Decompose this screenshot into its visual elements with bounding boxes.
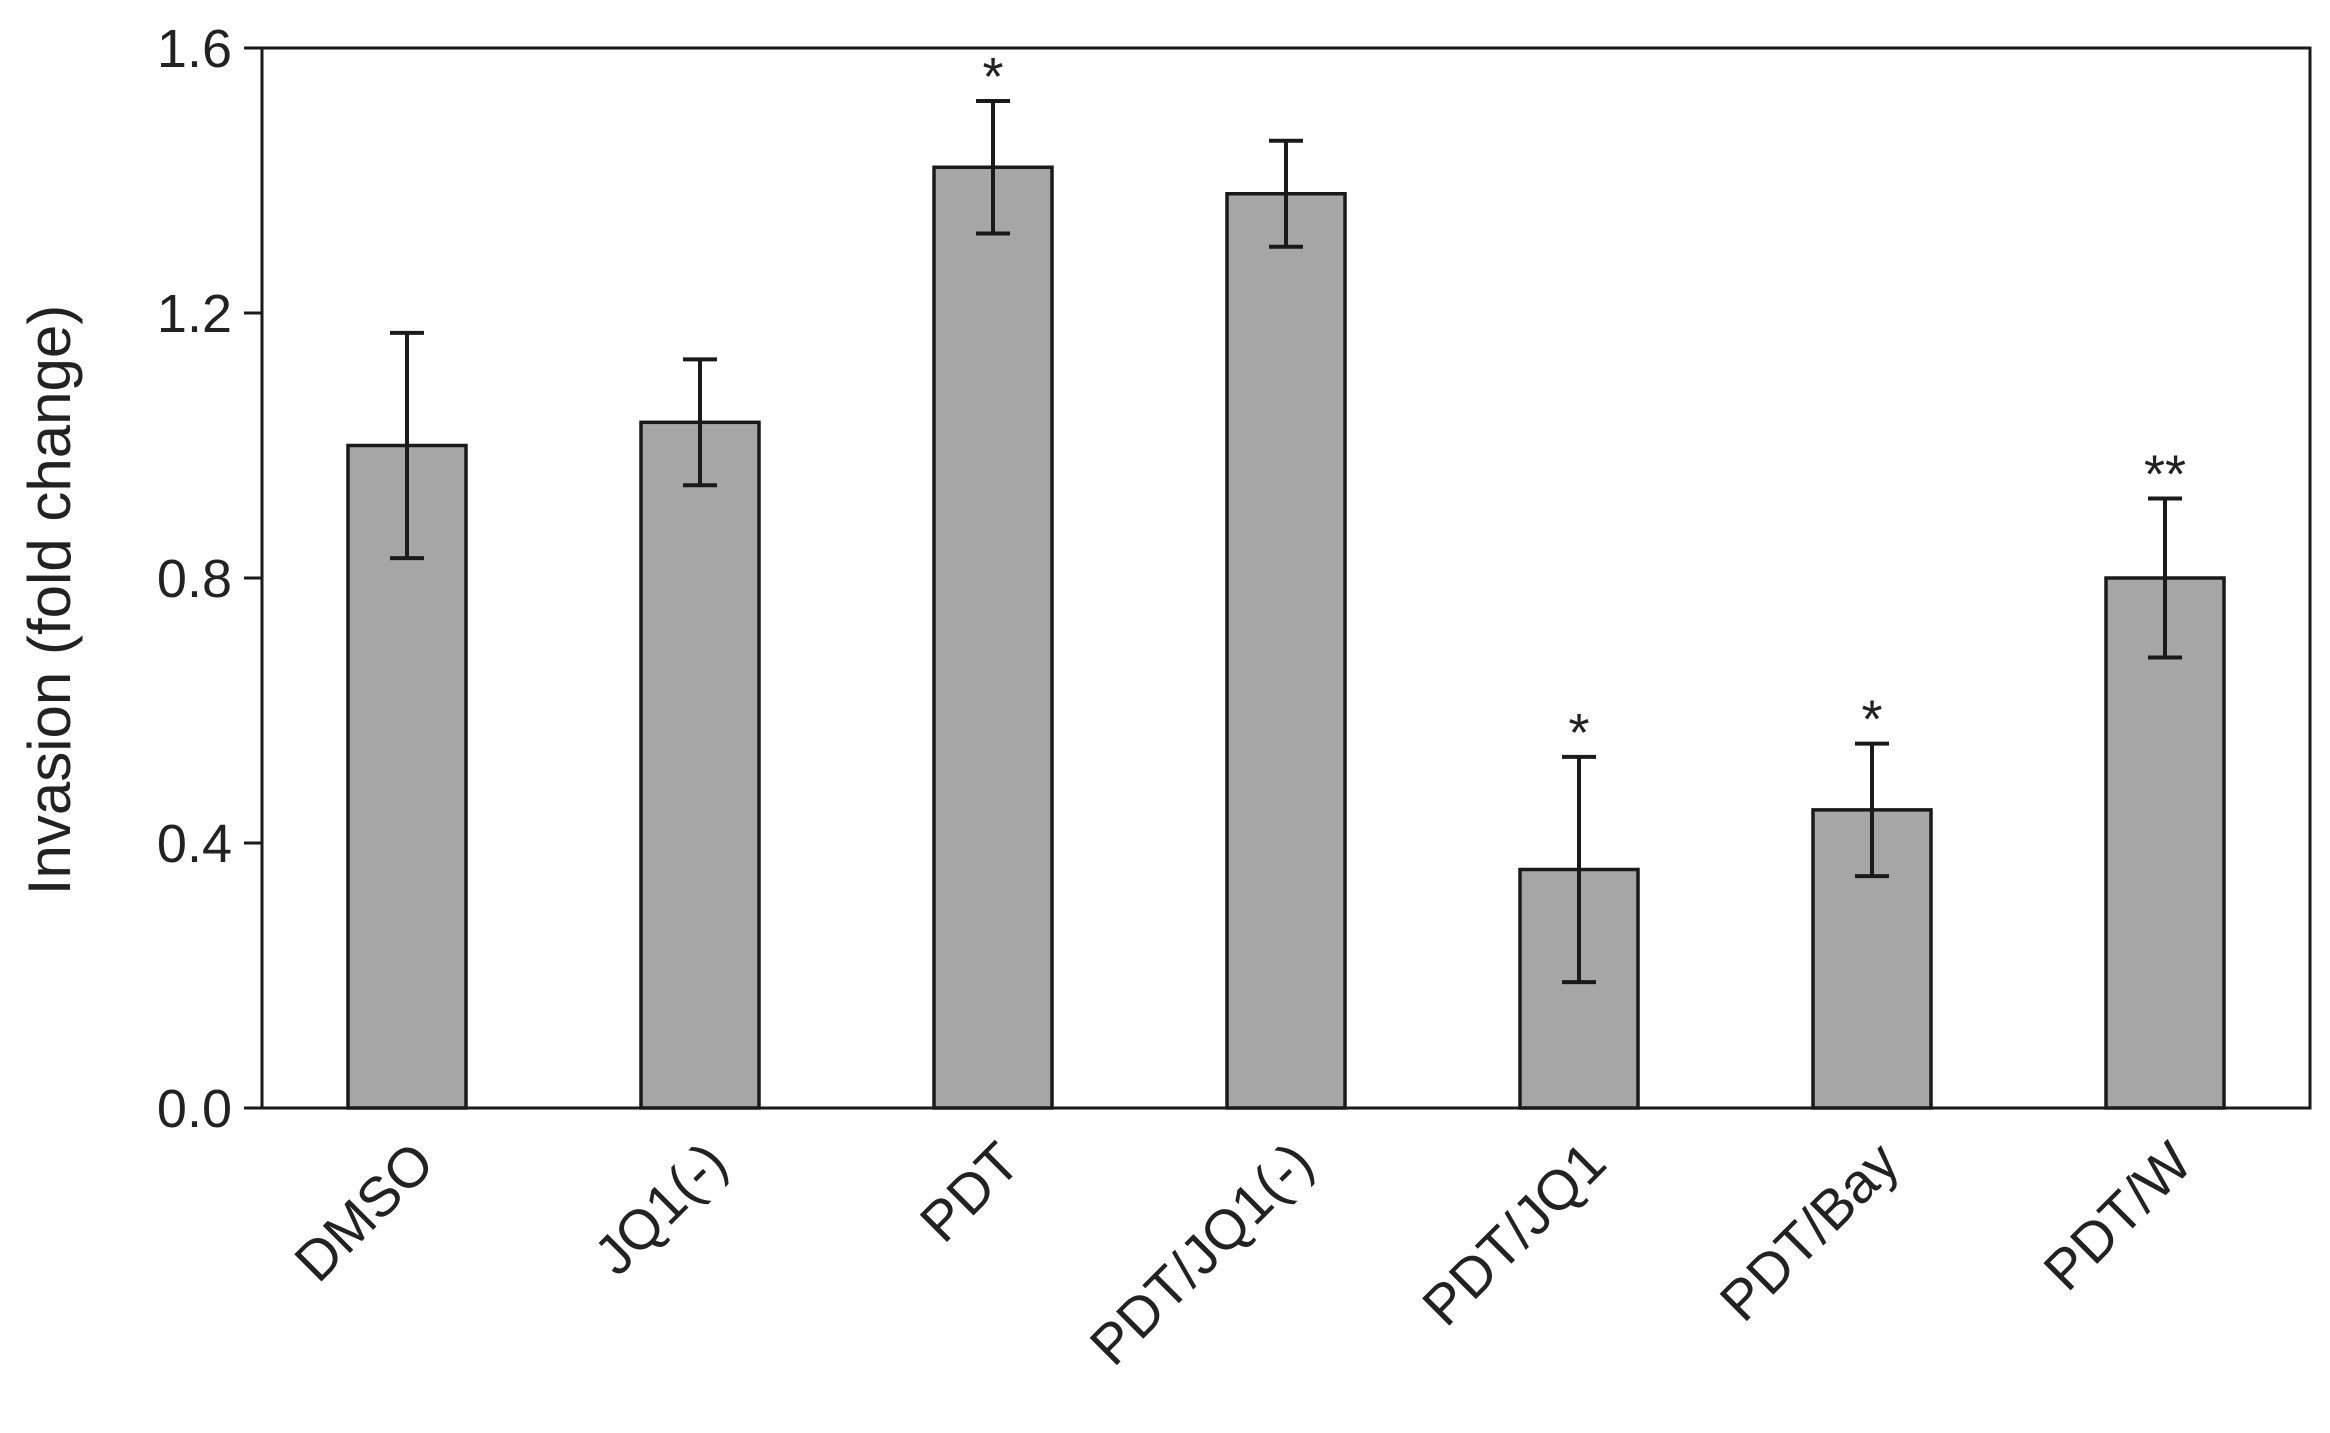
category-label-6: PDT/W xyxy=(2031,1130,2203,1302)
bar-2 xyxy=(932,165,1054,1110)
significance-label-4: * xyxy=(1568,703,1589,763)
significance-label-2: * xyxy=(982,47,1003,107)
category-label-5: PDT/Bay xyxy=(1708,1130,1911,1333)
y-axis-title: Invasion (fold change) xyxy=(16,305,83,895)
bar-3 xyxy=(1225,192,1347,1110)
significance-label-6: ** xyxy=(2144,445,2186,505)
y-tick-label-3: 1.2 xyxy=(157,284,232,344)
category-label-3: PDT/JQ1(-) xyxy=(1078,1130,1325,1377)
category-label-1: JQ1(-) xyxy=(582,1130,739,1287)
y-tick-label-1: 0.4 xyxy=(157,814,232,874)
category-label-4: PDT/JQ1 xyxy=(1410,1130,1617,1337)
bar-1 xyxy=(639,420,761,1110)
category-label-2: PDT xyxy=(908,1130,1032,1254)
plot-area: 0.0 0.4 0.8 1.2 1.6 DMSO JQ1(-) * PDT PDT/JQ1(-) *… xyxy=(157,19,2312,1377)
y-tick-label-0: 0.0 xyxy=(157,1079,232,1139)
bar-6 xyxy=(2104,576,2226,1110)
category-label-0: DMSO xyxy=(282,1130,445,1293)
significance-label-5: * xyxy=(1861,690,1882,750)
y-tick-label-4: 1.6 xyxy=(157,19,232,79)
y-tick-label-2: 0.8 xyxy=(157,549,232,609)
